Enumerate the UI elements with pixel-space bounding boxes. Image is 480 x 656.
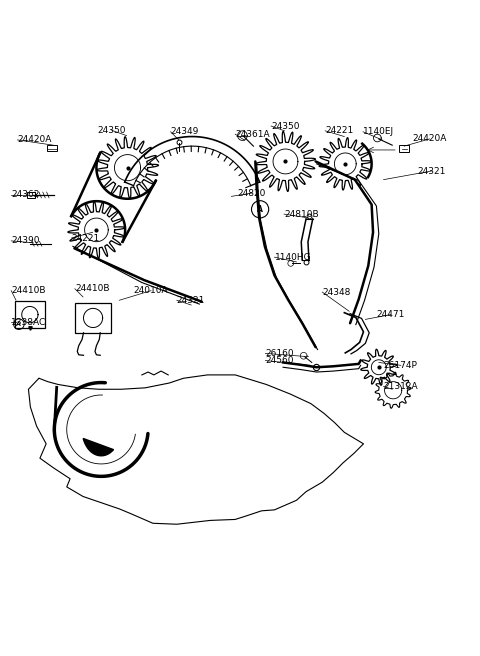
Text: 1140EJ: 1140EJ — [363, 127, 394, 136]
Bar — [75, 302, 111, 333]
Text: 1338AC: 1338AC — [11, 318, 47, 327]
Text: 24810B: 24810B — [284, 209, 319, 218]
Bar — [26, 192, 35, 198]
Text: A: A — [16, 321, 21, 327]
Text: 24362: 24362 — [11, 190, 39, 199]
Text: 24390: 24390 — [11, 236, 40, 245]
Text: 24350: 24350 — [97, 126, 126, 135]
Text: 24321: 24321 — [417, 167, 445, 176]
Text: 24221: 24221 — [72, 234, 100, 243]
Text: 24471: 24471 — [376, 310, 405, 319]
Text: 1140HG: 1140HG — [275, 253, 311, 262]
Text: 24410B: 24410B — [75, 284, 109, 293]
Text: 24560: 24560 — [265, 356, 294, 365]
Text: 24321: 24321 — [177, 296, 205, 305]
Text: 24010A: 24010A — [134, 286, 168, 295]
Text: 24420A: 24420A — [412, 134, 447, 144]
Text: 26174P: 26174P — [384, 361, 418, 370]
Text: 24361A: 24361A — [235, 130, 270, 138]
Text: 24420A: 24420A — [17, 135, 52, 144]
Text: 24221: 24221 — [325, 127, 353, 135]
Text: 24350: 24350 — [271, 121, 300, 131]
Text: A: A — [257, 205, 263, 214]
Text: 21312A: 21312A — [384, 382, 418, 391]
Text: 24410B: 24410B — [11, 286, 46, 295]
Text: 24349: 24349 — [170, 127, 199, 136]
Text: 26160: 26160 — [265, 349, 294, 358]
Bar — [15, 300, 45, 328]
Text: 24348: 24348 — [323, 287, 351, 297]
Polygon shape — [83, 438, 113, 456]
Text: 24820: 24820 — [238, 188, 266, 197]
